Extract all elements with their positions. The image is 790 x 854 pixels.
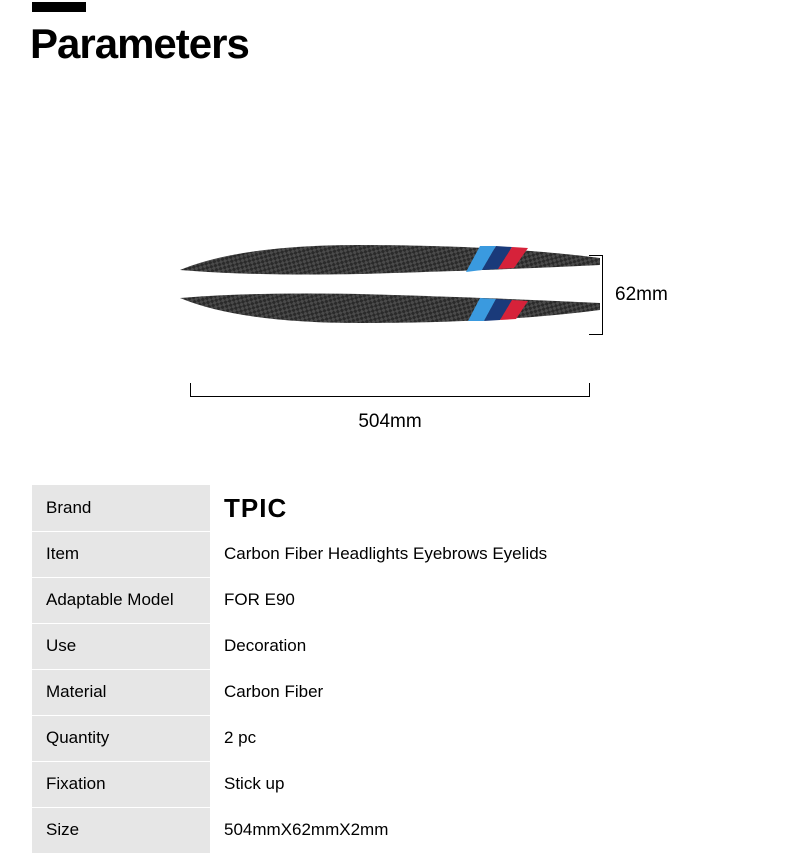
spec-value: Stick up bbox=[210, 761, 752, 807]
spec-value: Decoration bbox=[210, 623, 752, 669]
height-dim-line bbox=[602, 255, 603, 335]
spec-value: TPIC bbox=[210, 485, 752, 531]
spec-table: Brand TPIC ItemCarbon Fiber Headlights Eye… bbox=[32, 485, 752, 854]
table-row: FixationStick up bbox=[32, 761, 752, 807]
table-row: Size504mmX62mmX2mm bbox=[32, 807, 752, 853]
spec-value: FOR E90 bbox=[210, 577, 752, 623]
spec-value: Carbon Fiber Headlights Eyebrows Eyelids bbox=[210, 531, 752, 577]
eyebrow-bottom-icon bbox=[180, 288, 600, 328]
table-row: Adaptable ModelFOR E90 bbox=[32, 577, 752, 623]
spec-label: Adaptable Model bbox=[32, 577, 210, 623]
spec-label: Brand bbox=[32, 485, 210, 531]
width-dim-label: 504mm bbox=[190, 411, 590, 433]
spec-label: Fixation bbox=[32, 761, 210, 807]
spec-label: Material bbox=[32, 669, 210, 715]
table-row: ItemCarbon Fiber Headlights Eyebrows Eye… bbox=[32, 531, 752, 577]
spec-value: 2 pc bbox=[210, 715, 752, 761]
eyebrow-top-icon bbox=[180, 240, 600, 280]
accent-bar bbox=[32, 2, 86, 12]
height-dim-label: 62mm bbox=[615, 284, 668, 306]
width-dim-line bbox=[190, 396, 590, 397]
product-figure bbox=[180, 240, 600, 340]
table-row: UseDecoration bbox=[32, 623, 752, 669]
spec-label: Size bbox=[32, 807, 210, 853]
spec-label: Item bbox=[32, 531, 210, 577]
table-row: Quantity2 pc bbox=[32, 715, 752, 761]
page-title: Parameters bbox=[30, 20, 249, 68]
table-row: MaterialCarbon Fiber bbox=[32, 669, 752, 715]
spec-label: Use bbox=[32, 623, 210, 669]
width-dimension: 504mm bbox=[190, 396, 590, 433]
table-row: Brand TPIC bbox=[32, 485, 752, 531]
spec-value: 504mmX62mmX2mm bbox=[210, 807, 752, 853]
spec-label: Quantity bbox=[32, 715, 210, 761]
height-dimension: 62mm bbox=[602, 255, 668, 335]
brand-logo: TPIC bbox=[224, 493, 287, 523]
spec-value: Carbon Fiber bbox=[210, 669, 752, 715]
